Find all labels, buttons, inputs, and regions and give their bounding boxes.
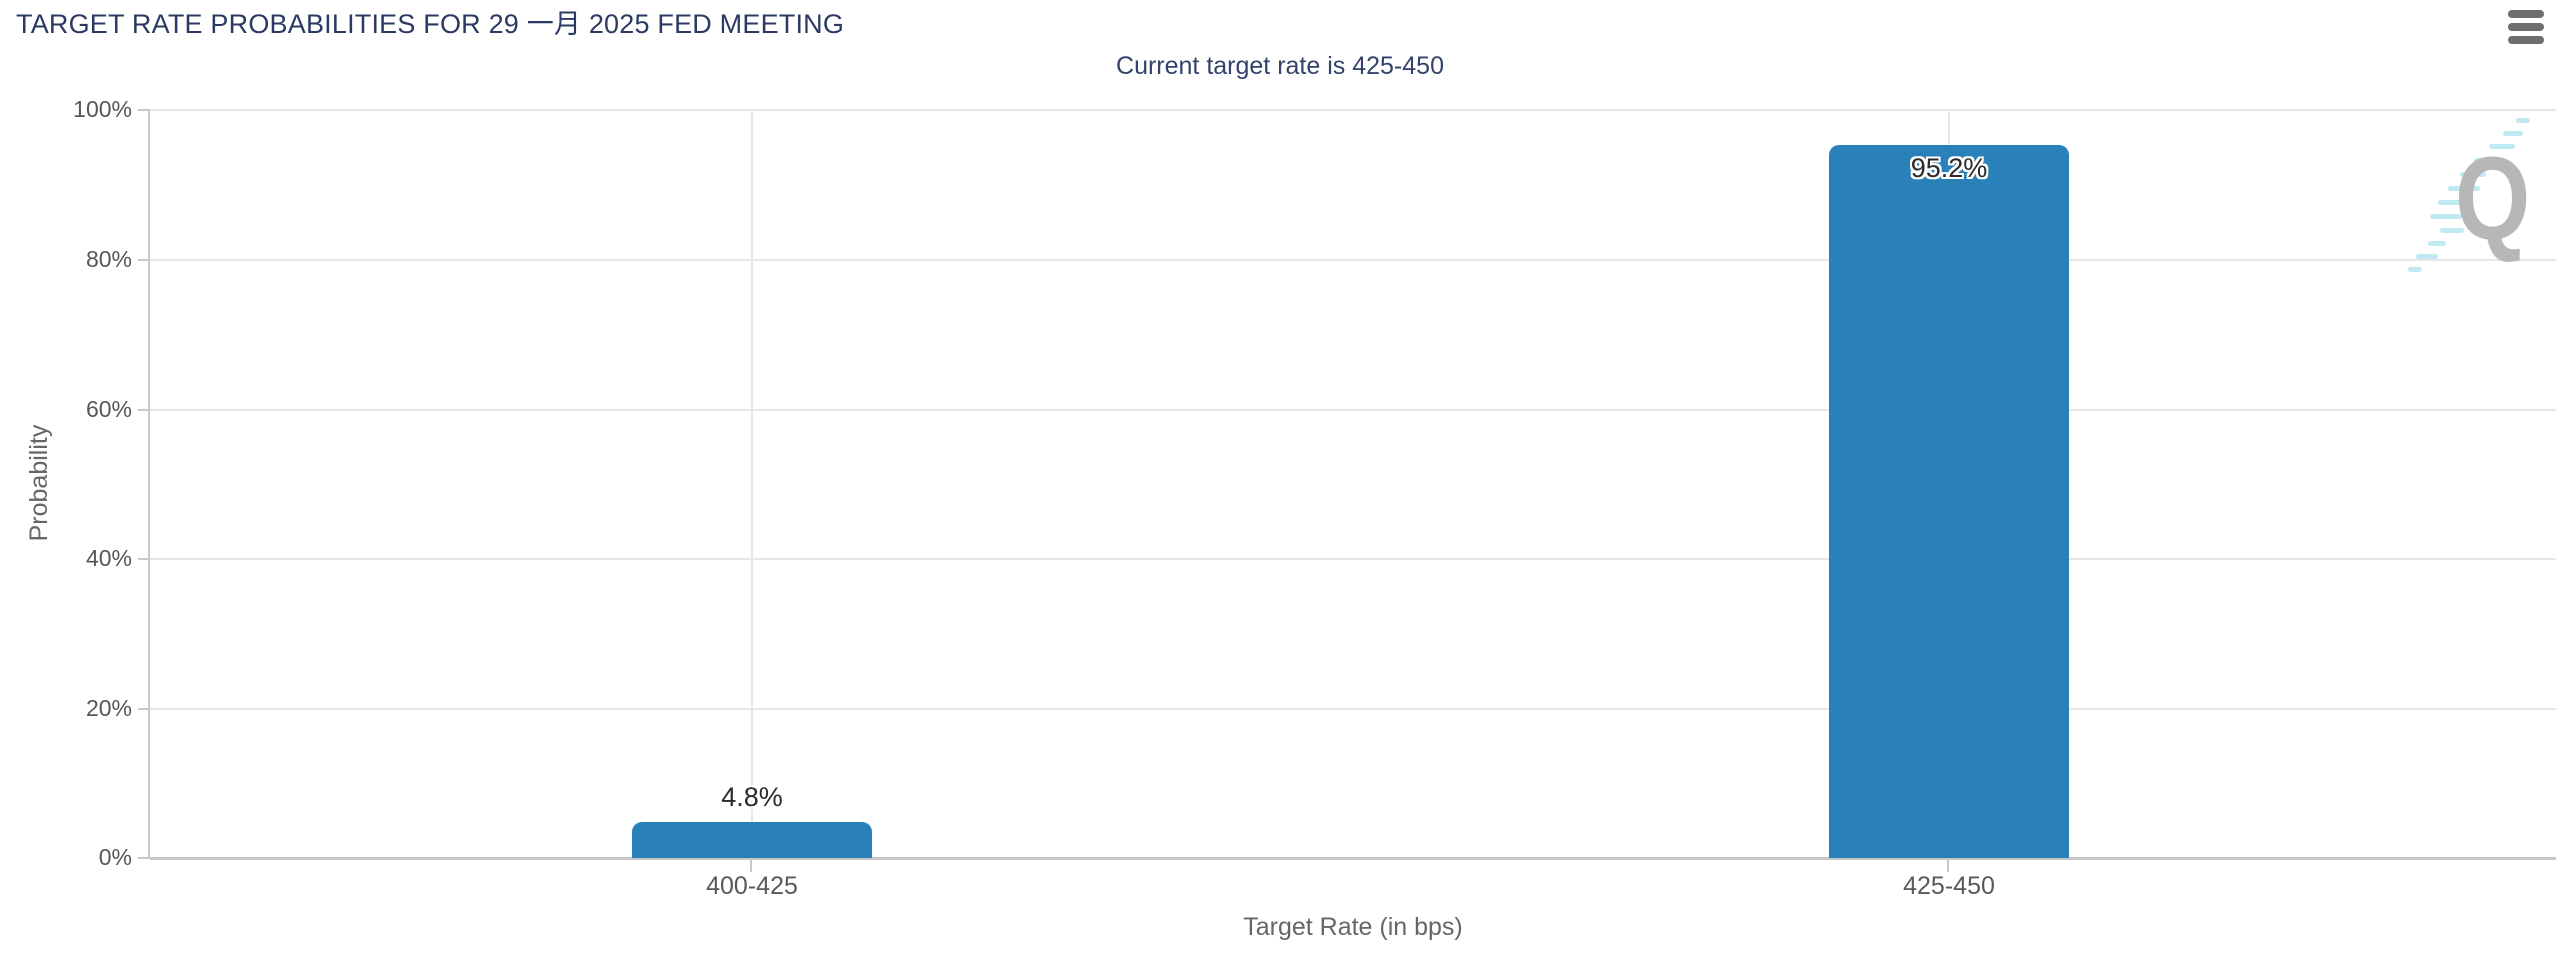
bar-400-425[interactable] bbox=[632, 822, 872, 858]
y-tick-label: 80% bbox=[85, 246, 132, 272]
y-tick-label: 40% bbox=[85, 545, 132, 571]
y-tick-label: 100% bbox=[73, 96, 132, 122]
x-tick bbox=[750, 858, 752, 872]
y-axis-title: Probability bbox=[25, 424, 53, 542]
chart-subtitle: Current target rate is 425-450 bbox=[1116, 52, 1444, 80]
watermark-dash bbox=[2430, 214, 2462, 219]
bar-425-450[interactable] bbox=[1829, 145, 2069, 858]
watermark-dash bbox=[2489, 144, 2515, 149]
y-tick bbox=[138, 109, 150, 111]
y-tick bbox=[138, 857, 150, 859]
gridline-60 bbox=[150, 409, 2556, 411]
x-category-label-400-425: 400-425 bbox=[706, 872, 798, 900]
gridline-100 bbox=[150, 109, 2556, 111]
gridline-80 bbox=[150, 259, 2556, 261]
gridline-40 bbox=[150, 558, 2556, 560]
y-tick bbox=[138, 409, 150, 411]
watermark-dash bbox=[2516, 118, 2530, 123]
watermark-dash bbox=[2438, 200, 2466, 205]
watermark-q-logo: Q bbox=[2455, 133, 2531, 265]
y-tick-label: 0% bbox=[98, 844, 132, 870]
data-label-400-425: 4.8% bbox=[721, 782, 783, 812]
y-tick-label: 20% bbox=[85, 695, 132, 721]
watermark-dash bbox=[2416, 254, 2438, 259]
watermark-dash bbox=[2428, 241, 2446, 246]
gridline-cat-1 bbox=[751, 109, 753, 858]
x-category-label-425-450: 425-450 bbox=[1903, 872, 1995, 900]
watermark-dash bbox=[2440, 228, 2464, 233]
y-tick bbox=[138, 558, 150, 560]
y-tick-label: 60% bbox=[85, 396, 132, 422]
data-label-425-450: 95.2% bbox=[1910, 153, 1988, 183]
x-tick bbox=[1947, 858, 1949, 872]
y-axis-line bbox=[148, 109, 150, 858]
watermark-dash bbox=[2448, 186, 2480, 191]
watermark-dash bbox=[2460, 172, 2486, 177]
watermark-dash bbox=[2503, 131, 2523, 136]
watermark-dash bbox=[2474, 158, 2504, 163]
x-axis-line bbox=[150, 857, 2556, 860]
chart-context-menu-button[interactable] bbox=[2504, 6, 2548, 48]
y-tick bbox=[138, 259, 150, 261]
hamburger-icon bbox=[2508, 10, 2544, 44]
y-tick bbox=[138, 708, 150, 710]
x-axis-title: Target Rate (in bps) bbox=[1243, 913, 1463, 941]
watermark-dash bbox=[2408, 267, 2422, 272]
gridline-20 bbox=[150, 708, 2556, 710]
chart-title: TARGET RATE PROBABILITIES FOR 29 一月 2025… bbox=[16, 9, 845, 39]
